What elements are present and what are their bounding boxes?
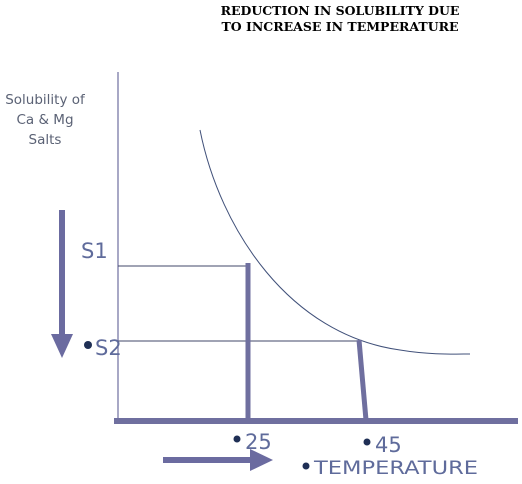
t45-drop-line <box>356 339 369 421</box>
t25-label: 25 <box>245 430 272 454</box>
s1-label: S1 <box>81 239 108 263</box>
title-line-1: REDUCTION IN SOLUBILITY DUE <box>220 3 460 18</box>
y-axis-label-line-2: Ca & Mg <box>16 112 74 128</box>
decrease-arrow-icon <box>51 210 73 358</box>
temperature-bullet <box>302 462 310 470</box>
t25-bullet <box>233 435 241 443</box>
increase-arrow-icon <box>163 449 273 471</box>
y-axis-label-line-3: Salts <box>28 132 62 148</box>
t45-bullet <box>363 438 371 446</box>
temperature-label: TEMPERATURE <box>313 457 478 479</box>
s2-label: S2 <box>95 336 122 360</box>
solubility-curve <box>199 129 471 355</box>
diagram-title: REDUCTION IN SOLUBILITY DUE TO INCREASE … <box>160 3 520 35</box>
y-axis-label-line-1: Solubility of <box>5 92 85 108</box>
s2-bullet <box>84 341 92 349</box>
y-axis-label: Solubility of Ca & Mg Salts <box>0 90 90 150</box>
t45-label: 45 <box>375 433 402 457</box>
title-line-2: TO INCREASE IN TEMPERATURE <box>221 19 459 34</box>
